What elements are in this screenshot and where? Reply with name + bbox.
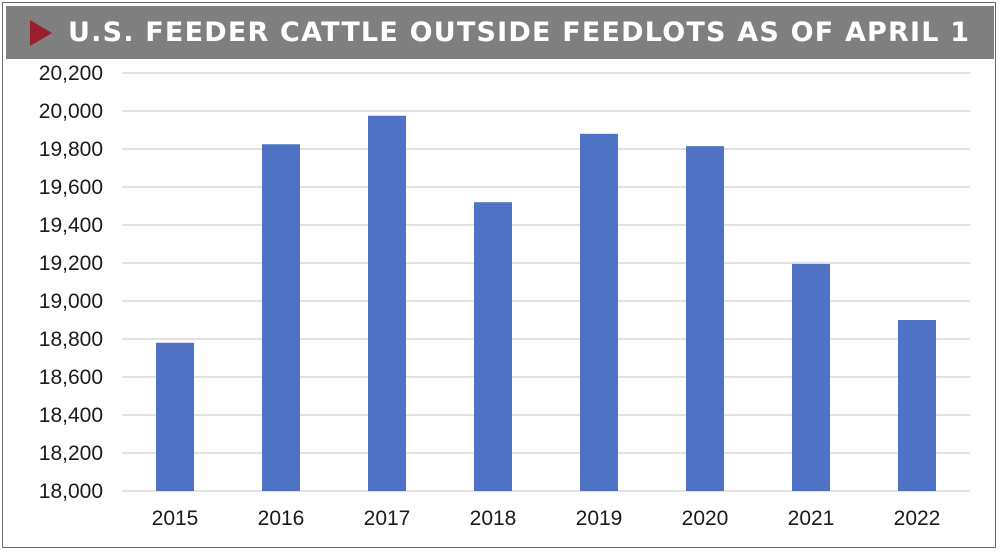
- y-tick-label: 20,200: [39, 62, 103, 85]
- bar-2015: [156, 342, 194, 491]
- y-tick-label: 18,800: [39, 328, 103, 351]
- y-tick-label: 19,200: [39, 252, 103, 275]
- y-axis-tick-labels: 18,000 18,200 18,400 18,600 18,800 19,000 19,2…: [39, 62, 103, 503]
- x-tick-label: 2015: [152, 507, 199, 530]
- y-tick-label: 19,600: [39, 176, 103, 199]
- y-tick-label: 18,600: [39, 366, 103, 389]
- x-axis-tick-labels: 2015 2016 2017 2018 2019 2020 2021 2022: [152, 507, 941, 530]
- x-tick-label: 2016: [258, 507, 305, 530]
- title-banner: U.S. FEEDER CATTLE OUTSIDE FEEDLOTS AS O…: [6, 6, 994, 59]
- bar-2020: [686, 146, 724, 491]
- bar-2017: [368, 115, 406, 491]
- play-arrow-icon: [30, 20, 52, 46]
- y-tick-label: 18,000: [39, 480, 103, 503]
- bar-2018: [474, 202, 512, 491]
- bar-2021: [792, 263, 830, 491]
- x-tick-label: 2018: [470, 507, 517, 530]
- bar-2016: [262, 144, 300, 491]
- y-tick-label: 18,400: [39, 404, 103, 427]
- chart-title: U.S. FEEDER CATTLE OUTSIDE FEEDLOTS AS O…: [68, 17, 971, 48]
- y-tick-label: 19,400: [39, 214, 103, 237]
- bar-2022: [898, 320, 936, 491]
- y-tick-label: 20,000: [39, 100, 103, 123]
- x-tick-label: 2021: [788, 507, 835, 530]
- bars: [156, 115, 936, 492]
- x-tick-label: 2019: [576, 507, 623, 530]
- x-tick-label: 2017: [364, 507, 411, 530]
- bar-2019: [580, 133, 618, 492]
- x-tick-label: 2020: [682, 507, 729, 530]
- gridlines: [122, 72, 970, 492]
- y-tick-label: 19,000: [39, 290, 103, 313]
- y-tick-label: 19,800: [39, 138, 103, 161]
- x-tick-label: 2022: [894, 507, 941, 530]
- y-tick-label: 18,200: [39, 442, 103, 465]
